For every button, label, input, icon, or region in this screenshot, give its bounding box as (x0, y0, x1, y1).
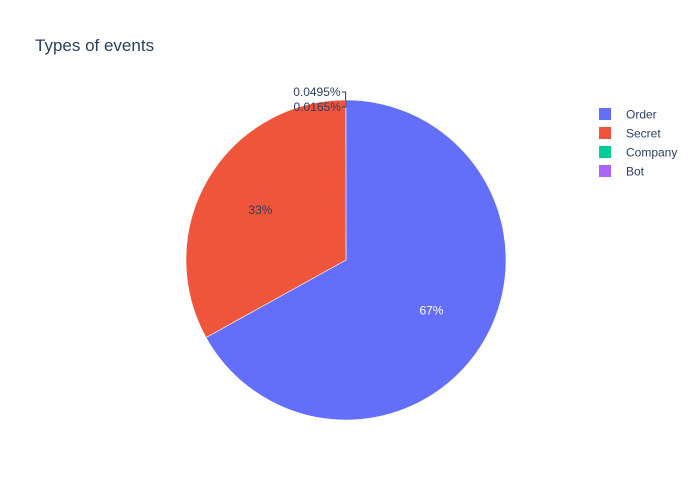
legend-label-secret: Secret (626, 127, 661, 141)
legend: Order Secret Company Bot (599, 108, 677, 179)
pie-slice-order[interactable] (205, 99, 507, 421)
pie-slice-company[interactable] (345, 100, 346, 260)
leader-line-company (341, 91, 347, 101)
legend-item-company[interactable]: Company (599, 146, 677, 160)
legend-swatch-order (599, 108, 611, 120)
slice-label-order: 67% (419, 303, 443, 317)
legend-label-bot: Bot (626, 165, 645, 179)
legend-label-order: Order (626, 108, 657, 122)
slice-label-bot: 0.0165% (294, 100, 342, 114)
slice-label-secret: 33% (248, 203, 272, 217)
pie-slice-secret[interactable] (185, 99, 347, 338)
legend-item-secret[interactable]: Secret (599, 127, 661, 141)
legend-item-order[interactable]: Order (599, 108, 657, 122)
legend-swatch-secret (599, 127, 611, 139)
legend-swatch-company (599, 146, 611, 158)
chart-title: Types of events (35, 36, 154, 55)
pie-slices (185, 99, 507, 421)
slice-label-company: 0.0495% (293, 85, 341, 99)
slice-labels: 67% 33% 0.0495%0.0165% (248, 85, 443, 317)
leader-line-bot (341, 100, 347, 108)
legend-swatch-bot (599, 165, 611, 177)
legend-item-bot[interactable]: Bot (599, 165, 645, 179)
legend-label-company: Company (626, 146, 677, 160)
leader-lines (341, 91, 347, 108)
